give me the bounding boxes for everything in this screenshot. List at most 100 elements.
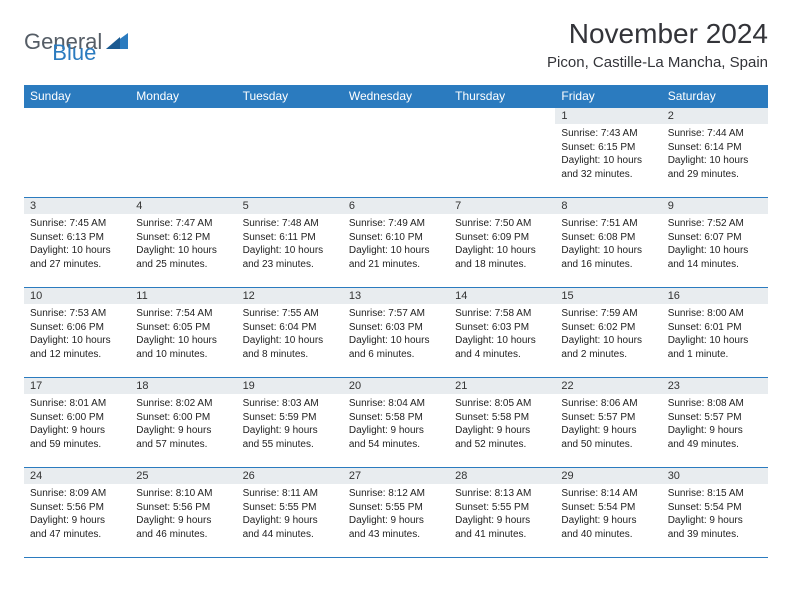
calendar-cell: 23Sunrise: 8:08 AMSunset: 5:57 PMDayligh… <box>662 378 768 468</box>
sun-info-line: Sunrise: 8:14 AM <box>561 487 655 501</box>
calendar-cell: 24Sunrise: 8:09 AMSunset: 5:56 PMDayligh… <box>24 468 130 558</box>
brand-triangle-icon <box>106 31 128 54</box>
calendar-cell: 14Sunrise: 7:58 AMSunset: 6:03 PMDayligh… <box>449 288 555 378</box>
day-number: 6 <box>343 198 449 214</box>
sun-info-line: Daylight: 10 hours and 14 minutes. <box>668 244 762 271</box>
sun-info-line: Sunset: 6:10 PM <box>349 231 443 245</box>
calendar-cell: 13Sunrise: 7:57 AMSunset: 6:03 PMDayligh… <box>343 288 449 378</box>
calendar-cell: 6Sunrise: 7:49 AMSunset: 6:10 PMDaylight… <box>343 198 449 288</box>
day-number: 18 <box>130 378 236 394</box>
cell-body <box>449 124 555 130</box>
sun-info-line: Sunset: 5:56 PM <box>30 501 124 515</box>
sun-info-line: Sunrise: 8:12 AM <box>349 487 443 501</box>
sun-info-line: Sunrise: 8:11 AM <box>243 487 337 501</box>
sun-info-line: Sunset: 6:13 PM <box>30 231 124 245</box>
day-number: 7 <box>449 198 555 214</box>
calendar-cell: 28Sunrise: 8:13 AMSunset: 5:55 PMDayligh… <box>449 468 555 558</box>
sun-info-line: Sunrise: 7:49 AM <box>349 217 443 231</box>
sun-info-line: Sunrise: 7:59 AM <box>561 307 655 321</box>
header: General Blue November 2024 Picon, Castil… <box>0 0 792 79</box>
day-number <box>130 108 236 124</box>
calendar-table: SundayMondayTuesdayWednesdayThursdayFrid… <box>24 85 768 558</box>
sun-info-line: Sunset: 6:04 PM <box>243 321 337 335</box>
sun-info-line: Sunrise: 7:58 AM <box>455 307 549 321</box>
sun-info-line: Sunrise: 7:51 AM <box>561 217 655 231</box>
sun-info-line: Sunset: 5:56 PM <box>136 501 230 515</box>
sun-info-line: Daylight: 10 hours and 6 minutes. <box>349 334 443 361</box>
day-number: 22 <box>555 378 661 394</box>
day-number: 4 <box>130 198 236 214</box>
sun-info-line: Daylight: 9 hours and 39 minutes. <box>668 514 762 541</box>
cell-body: Sunrise: 8:00 AMSunset: 6:01 PMDaylight:… <box>662 304 768 364</box>
calendar-cell: 19Sunrise: 8:03 AMSunset: 5:59 PMDayligh… <box>237 378 343 468</box>
calendar-cell: 8Sunrise: 7:51 AMSunset: 6:08 PMDaylight… <box>555 198 661 288</box>
calendar-cell: 17Sunrise: 8:01 AMSunset: 6:00 PMDayligh… <box>24 378 130 468</box>
sun-info-line: Sunset: 6:02 PM <box>561 321 655 335</box>
calendar-cell <box>24 108 130 198</box>
sun-info-line: Sunset: 6:05 PM <box>136 321 230 335</box>
sun-info-line: Daylight: 10 hours and 21 minutes. <box>349 244 443 271</box>
day-header-row: SundayMondayTuesdayWednesdayThursdayFrid… <box>24 85 768 108</box>
day-number: 29 <box>555 468 661 484</box>
calendar-cell: 29Sunrise: 8:14 AMSunset: 5:54 PMDayligh… <box>555 468 661 558</box>
cell-body: Sunrise: 8:15 AMSunset: 5:54 PMDaylight:… <box>662 484 768 544</box>
cell-body: Sunrise: 7:43 AMSunset: 6:15 PMDaylight:… <box>555 124 661 184</box>
cell-body: Sunrise: 7:54 AMSunset: 6:05 PMDaylight:… <box>130 304 236 364</box>
calendar-cell: 9Sunrise: 7:52 AMSunset: 6:07 PMDaylight… <box>662 198 768 288</box>
sun-info-line: Daylight: 9 hours and 49 minutes. <box>668 424 762 451</box>
day-number: 19 <box>237 378 343 394</box>
sun-info-line: Daylight: 9 hours and 41 minutes. <box>455 514 549 541</box>
sun-info-line: Sunrise: 8:10 AM <box>136 487 230 501</box>
sun-info-line: Daylight: 9 hours and 59 minutes. <box>30 424 124 451</box>
day-number: 2 <box>662 108 768 124</box>
cell-body: Sunrise: 7:59 AMSunset: 6:02 PMDaylight:… <box>555 304 661 364</box>
sun-info-line: Sunrise: 7:45 AM <box>30 217 124 231</box>
calendar-cell <box>449 108 555 198</box>
cell-body <box>343 124 449 130</box>
brand-logo: General Blue <box>24 18 96 66</box>
day-number: 21 <box>449 378 555 394</box>
calendar-week-row: 1Sunrise: 7:43 AMSunset: 6:15 PMDaylight… <box>24 108 768 198</box>
calendar-cell: 16Sunrise: 8:00 AMSunset: 6:01 PMDayligh… <box>662 288 768 378</box>
calendar-cell <box>130 108 236 198</box>
calendar-cell: 2Sunrise: 7:44 AMSunset: 6:14 PMDaylight… <box>662 108 768 198</box>
day-number <box>343 108 449 124</box>
sun-info-line: Sunset: 6:11 PM <box>243 231 337 245</box>
day-header-wednesday: Wednesday <box>343 85 449 108</box>
cell-body <box>237 124 343 130</box>
sun-info-line: Sunset: 5:54 PM <box>561 501 655 515</box>
day-number: 13 <box>343 288 449 304</box>
cell-body: Sunrise: 7:49 AMSunset: 6:10 PMDaylight:… <box>343 214 449 274</box>
month-title: November 2024 <box>547 18 768 50</box>
calendar-cell: 15Sunrise: 7:59 AMSunset: 6:02 PMDayligh… <box>555 288 661 378</box>
cell-body <box>130 124 236 130</box>
sun-info-line: Sunrise: 7:50 AM <box>455 217 549 231</box>
cell-body: Sunrise: 8:06 AMSunset: 5:57 PMDaylight:… <box>555 394 661 454</box>
sun-info-line: Sunset: 6:12 PM <box>136 231 230 245</box>
sun-info-line: Sunrise: 8:05 AM <box>455 397 549 411</box>
sun-info-line: Sunset: 5:54 PM <box>668 501 762 515</box>
day-number <box>237 108 343 124</box>
sun-info-line: Daylight: 10 hours and 29 minutes. <box>668 154 762 181</box>
sun-info-line: Sunset: 5:57 PM <box>561 411 655 425</box>
sun-info-line: Sunset: 6:03 PM <box>349 321 443 335</box>
sun-info-line: Daylight: 9 hours and 52 minutes. <box>455 424 549 451</box>
day-number: 30 <box>662 468 768 484</box>
calendar-week-row: 3Sunrise: 7:45 AMSunset: 6:13 PMDaylight… <box>24 198 768 288</box>
day-number: 5 <box>237 198 343 214</box>
sun-info-line: Daylight: 10 hours and 4 minutes. <box>455 334 549 361</box>
sun-info-line: Sunrise: 8:02 AM <box>136 397 230 411</box>
day-header-monday: Monday <box>130 85 236 108</box>
sun-info-line: Sunrise: 7:48 AM <box>243 217 337 231</box>
cell-body: Sunrise: 8:10 AMSunset: 5:56 PMDaylight:… <box>130 484 236 544</box>
calendar-cell: 11Sunrise: 7:54 AMSunset: 6:05 PMDayligh… <box>130 288 236 378</box>
sun-info-line: Sunrise: 8:15 AM <box>668 487 762 501</box>
day-number: 9 <box>662 198 768 214</box>
cell-body: Sunrise: 7:47 AMSunset: 6:12 PMDaylight:… <box>130 214 236 274</box>
day-number: 11 <box>130 288 236 304</box>
calendar-cell: 5 Sunrise: 7:48 AMSunset: 6:11 PMDaylight… <box>237 198 343 288</box>
sun-info-line: Daylight: 10 hours and 23 minutes. <box>243 244 337 271</box>
cell-body: Sunrise: 7:57 AMSunset: 6:03 PMDaylight:… <box>343 304 449 364</box>
sun-info-line: Daylight: 9 hours and 46 minutes. <box>136 514 230 541</box>
sun-info-line: Daylight: 9 hours and 50 minutes. <box>561 424 655 451</box>
